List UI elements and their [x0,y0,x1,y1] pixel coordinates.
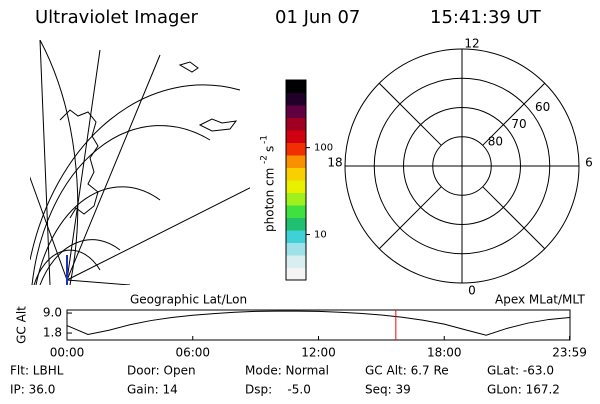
colorbar-tick-label: 100 [314,143,333,154]
y-tick-label: 1.8 [43,326,62,340]
polar-spoke [482,82,546,146]
plot-frame [66,309,571,341]
colorbar-segment [286,255,306,268]
info-field: Door: Open [127,364,196,378]
colorbar-segment [286,230,306,243]
y-axis-label: GC Alt [15,306,29,344]
info-field: GC Alt: 6.7 Re [365,364,449,378]
colorbar-segment [286,205,306,218]
colorbar-exp: -2 [260,155,270,164]
mlt-label: 18 [327,156,342,170]
instrument: Ultraviolet Imager [35,7,199,28]
polar-ring-label: 60 [535,100,550,114]
altitude-line [66,310,570,336]
polar-ring-label: 70 [511,117,526,131]
colorbar-frame [285,79,307,281]
polar-spoke [378,82,442,146]
date: 01 Jun 07 [275,7,360,28]
mlt-label: 6 [585,156,593,170]
colorbar-label: s [263,146,277,152]
mlt-label: 12 [464,37,479,51]
colorbar-segment [286,192,306,206]
info-field: Dsp: -5.0 [245,383,311,397]
map-label: Geographic Lat/Lon [130,293,247,307]
polar-spoke [482,186,546,250]
polar-label: Apex MLat/MLT [495,293,585,307]
info-field: Mode: Normal [245,364,329,378]
colorbar-tick-label: 10 [314,230,327,241]
info-field: GLat: -63.0 [487,364,554,378]
colorbar-segment [286,167,306,181]
colorbar-segment [286,267,306,281]
colorbar-segment [286,142,306,156]
colorbar-segment [286,80,306,93]
info-field: Seq: 39 [365,383,411,397]
x-tick-label: 06:00 [175,346,210,360]
x-tick-label: 00:00 [50,346,85,360]
polar-ring-label: 80 [488,134,503,148]
colorbar-segment [286,117,306,131]
info-field: IP: 36.0 [10,383,55,397]
info-field: GLon: 167.2 [487,383,560,397]
x-tick-label: 18:00 [427,346,462,360]
colorbar-segment [286,217,306,231]
colorbar-segment [286,242,306,256]
x-tick-label: 12:00 [301,346,336,360]
colorbar-segment [286,92,306,106]
map [30,40,250,285]
info-field: Gain: 14 [127,383,178,397]
colorbar-segment [286,180,306,193]
y-tick-label: 9.0 [43,306,62,320]
colorbar-label: photon cm [263,168,277,232]
mlt-label: 0 [468,284,476,298]
colorbar-title: photon cm -2 s -1 [260,135,277,232]
time: 15:41:39 UT [430,7,542,28]
colorbar-exp: -1 [260,135,270,144]
polar-spoke [378,186,442,250]
info-field: Flt: LBHL [10,364,64,378]
colorbar-segment [286,105,306,118]
colorbar-segment [286,130,306,143]
colorbar-segment [286,155,306,168]
x-tick-label: 23:59 [552,346,587,360]
